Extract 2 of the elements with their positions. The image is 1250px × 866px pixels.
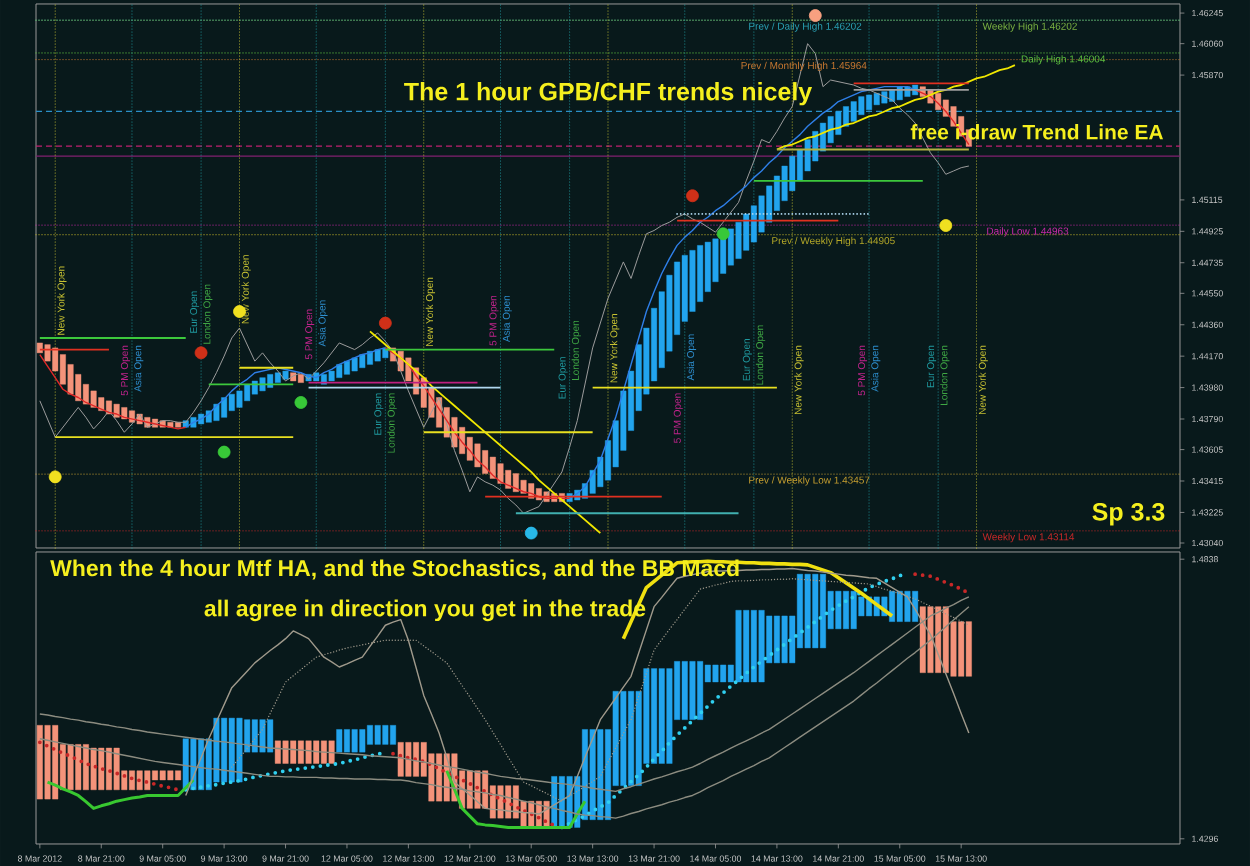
annotation: The 1 hour GPB/CHF trends nicely	[404, 82, 813, 106]
annotation: Sp 3.3	[1092, 502, 1165, 526]
